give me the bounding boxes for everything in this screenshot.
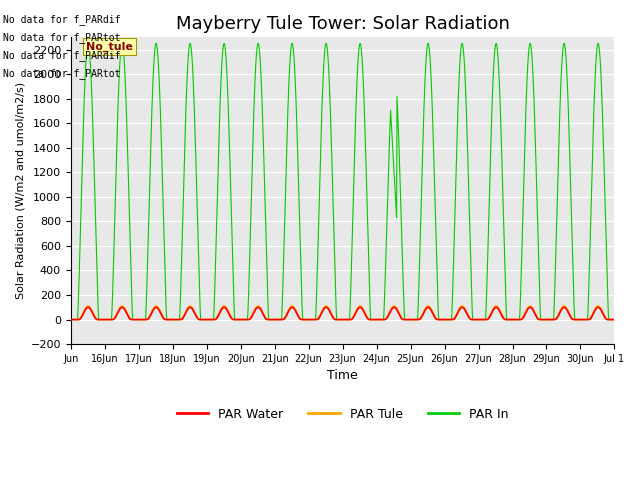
X-axis label: Time: Time [327, 370, 358, 383]
Text: No data for f_PARdif: No data for f_PARdif [3, 13, 121, 24]
Text: No data for f_PARtot: No data for f_PARtot [3, 32, 121, 43]
Title: Mayberry Tule Tower: Solar Radiation: Mayberry Tule Tower: Solar Radiation [175, 15, 509, 33]
Text: No_tule: No_tule [86, 42, 133, 52]
Y-axis label: Solar Radiation (W/m2 and umol/m2/s): Solar Radiation (W/m2 and umol/m2/s) [15, 82, 25, 300]
Text: No data for f_PARtot: No data for f_PARtot [3, 68, 121, 79]
Legend: PAR Water, PAR Tule, PAR In: PAR Water, PAR Tule, PAR In [172, 403, 513, 426]
Text: No data for f_PARdif: No data for f_PARdif [3, 50, 121, 61]
